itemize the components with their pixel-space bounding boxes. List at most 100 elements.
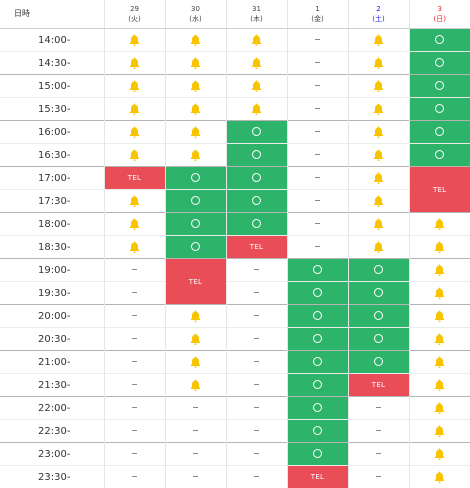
slot-notify-cell[interactable]: [165, 328, 226, 351]
slot-tel-cell[interactable]: TEL: [287, 466, 348, 488]
dash-icon: [132, 384, 137, 385]
slot-available-cell[interactable]: [409, 144, 470, 167]
slot-tel-cell[interactable]: TEL: [226, 236, 287, 259]
slot-unavailable-cell: [165, 443, 226, 466]
slot-notify-cell[interactable]: [104, 236, 165, 259]
bell-icon: [434, 243, 445, 253]
slot-available-cell[interactable]: [409, 29, 470, 52]
slot-notify-cell[interactable]: [104, 29, 165, 52]
dash-icon: [193, 476, 198, 477]
slot-available-cell[interactable]: [226, 213, 287, 236]
slot-available-cell[interactable]: [409, 121, 470, 144]
slot-notify-cell[interactable]: [409, 328, 470, 351]
slot-available-cell[interactable]: [348, 282, 409, 305]
slot-notify-cell[interactable]: [348, 167, 409, 190]
slot-available-cell[interactable]: [287, 305, 348, 328]
slot-notify-cell[interactable]: [104, 190, 165, 213]
slot-notify-cell[interactable]: [348, 98, 409, 121]
day-header-saturday: 2(土): [348, 0, 409, 29]
circle-icon: [313, 265, 322, 274]
slot-unavailable-cell: [104, 305, 165, 328]
slot-notify-cell[interactable]: [348, 121, 409, 144]
slot-notify-cell[interactable]: [409, 213, 470, 236]
slot-notify-cell[interactable]: [165, 144, 226, 167]
circle-icon: [191, 242, 200, 251]
slot-available-cell[interactable]: [348, 305, 409, 328]
slot-available-cell[interactable]: [348, 351, 409, 374]
slot-available-cell[interactable]: [165, 190, 226, 213]
slot-available-cell[interactable]: [287, 443, 348, 466]
slot-notify-cell[interactable]: [348, 213, 409, 236]
slot-notify-cell[interactable]: [165, 305, 226, 328]
slot-notify-cell[interactable]: [348, 52, 409, 75]
slot-available-cell[interactable]: [287, 282, 348, 305]
slot-notify-cell[interactable]: [104, 121, 165, 144]
bell-icon: [251, 105, 262, 115]
dash-icon: [254, 269, 259, 270]
slot-notify-cell[interactable]: [165, 98, 226, 121]
slot-notify-cell[interactable]: [104, 213, 165, 236]
slot-available-cell[interactable]: [226, 121, 287, 144]
slot-notify-cell[interactable]: [226, 98, 287, 121]
dash-icon: [132, 338, 137, 339]
slot-notify-cell[interactable]: [165, 121, 226, 144]
slot-available-cell[interactable]: [287, 351, 348, 374]
slot-notify-cell[interactable]: [165, 75, 226, 98]
table-row: 18:30-TEL: [0, 236, 470, 259]
slot-notify-cell[interactable]: [348, 144, 409, 167]
slot-notify-cell[interactable]: [348, 29, 409, 52]
slot-notify-cell[interactable]: [104, 144, 165, 167]
slot-available-cell[interactable]: [348, 259, 409, 282]
slot-tel-cell[interactable]: TEL: [348, 374, 409, 397]
slot-notify-cell[interactable]: [165, 351, 226, 374]
slot-available-cell[interactable]: [287, 374, 348, 397]
slot-available-cell[interactable]: [287, 259, 348, 282]
slot-unavailable-cell: [104, 328, 165, 351]
slot-tel-cell[interactable]: TEL: [165, 259, 226, 305]
slot-available-cell[interactable]: [226, 144, 287, 167]
slot-unavailable-cell: [226, 397, 287, 420]
slot-notify-cell[interactable]: [165, 374, 226, 397]
slot-tel-cell[interactable]: TEL: [104, 167, 165, 190]
slot-tel-cell[interactable]: TEL: [409, 167, 470, 213]
slot-available-cell[interactable]: [287, 397, 348, 420]
slot-notify-cell[interactable]: [409, 305, 470, 328]
slot-notify-cell[interactable]: [348, 236, 409, 259]
slot-notify-cell[interactable]: [348, 75, 409, 98]
slot-notify-cell[interactable]: [165, 29, 226, 52]
bell-icon: [434, 312, 445, 322]
slot-available-cell[interactable]: [409, 98, 470, 121]
dash-icon: [254, 476, 259, 477]
slot-available-cell[interactable]: [165, 167, 226, 190]
slot-available-cell[interactable]: [165, 236, 226, 259]
slot-available-cell[interactable]: [409, 75, 470, 98]
bell-icon: [434, 381, 445, 391]
slot-available-cell[interactable]: [226, 190, 287, 213]
slot-notify-cell[interactable]: [348, 190, 409, 213]
slot-notify-cell[interactable]: [409, 466, 470, 488]
slot-notify-cell[interactable]: [409, 420, 470, 443]
slot-notify-cell[interactable]: [409, 443, 470, 466]
slot-notify-cell[interactable]: [409, 351, 470, 374]
time-slot-label: 19:00-: [0, 259, 104, 282]
slot-notify-cell[interactable]: [409, 259, 470, 282]
slot-notify-cell[interactable]: [226, 29, 287, 52]
slot-notify-cell[interactable]: [226, 52, 287, 75]
slot-available-cell[interactable]: [287, 420, 348, 443]
header-row: 日時 29(火) 30(水) 31(木) 1(金) 2(土) 3(日): [0, 0, 470, 29]
dash-icon: [132, 476, 137, 477]
slot-notify-cell[interactable]: [104, 98, 165, 121]
slot-notify-cell[interactable]: [409, 397, 470, 420]
slot-notify-cell[interactable]: [104, 52, 165, 75]
slot-notify-cell[interactable]: [409, 236, 470, 259]
slot-notify-cell[interactable]: [104, 75, 165, 98]
slot-available-cell[interactable]: [287, 328, 348, 351]
slot-available-cell[interactable]: [165, 213, 226, 236]
slot-available-cell[interactable]: [348, 328, 409, 351]
slot-notify-cell[interactable]: [165, 52, 226, 75]
slot-notify-cell[interactable]: [409, 374, 470, 397]
slot-notify-cell[interactable]: [226, 75, 287, 98]
slot-notify-cell[interactable]: [409, 282, 470, 305]
slot-available-cell[interactable]: [409, 52, 470, 75]
slot-available-cell[interactable]: [226, 167, 287, 190]
